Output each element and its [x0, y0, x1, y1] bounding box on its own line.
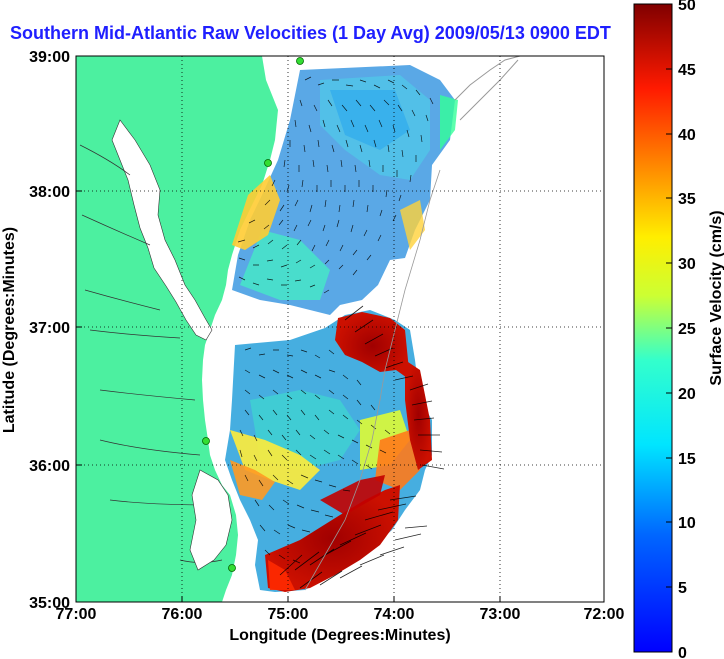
colorbar-tick-label: 0 — [678, 645, 687, 659]
x-tick-label: 76:00 — [162, 606, 203, 623]
colorbar-tick-label: 5 — [678, 580, 687, 597]
map-grid — [76, 56, 604, 602]
x-tick-label: 74:00 — [374, 606, 415, 623]
colorbar-tick-label: 15 — [678, 451, 696, 468]
colorbar-tick-label: 25 — [678, 321, 696, 338]
x-axis-label: Longitude (Degrees:Minutes) — [229, 627, 450, 644]
colorbar-tick-label: 45 — [678, 62, 696, 79]
colorbar-tick-label: 35 — [678, 191, 696, 208]
land-mainland — [76, 56, 278, 602]
x-tick-label: 73:00 — [480, 606, 521, 623]
station-markers — [202, 57, 304, 572]
coast-contour — [454, 56, 521, 121]
chart-title: Southern Mid-Atlantic Raw Velocities (1 … — [10, 23, 611, 43]
station-marker — [264, 159, 272, 167]
y-tick-labels: 39:00 38:00 37:00 36:00 35:00 — [29, 49, 70, 612]
colorbar-tick-labels: 50 45 40 35 30 25 20 15 10 5 0 — [678, 0, 696, 659]
y-tick-label: 35:00 — [29, 595, 70, 612]
colorbar-tick-marks — [666, 3, 672, 588]
colorbar-tick-label: 50 — [678, 0, 696, 14]
y-tick-label: 38:00 — [29, 184, 70, 201]
x-tick-label: 72:00 — [584, 606, 625, 623]
colorbar — [633, 3, 673, 653]
shelf-contour — [304, 169, 441, 591]
pamlico-sound — [189, 469, 233, 571]
y-axis-label: Latitude (Degrees:Minutes) — [1, 227, 18, 433]
colorbar-tick-label: 40 — [678, 127, 696, 144]
plot-frame — [75, 55, 605, 603]
colorbar-tick-label: 30 — [678, 256, 696, 273]
x-tick-label: 75:00 — [268, 606, 309, 623]
chesapeake-bay — [111, 119, 213, 341]
colorbar-tick-label: 10 — [678, 515, 696, 532]
estuary-lines — [79, 144, 223, 563]
x-tick-label: 77:00 — [56, 606, 97, 623]
map-plot — [76, 56, 604, 602]
x-tick-labels: 77:00 76:00 75:00 74:00 73:00 72:00 — [56, 606, 625, 623]
station-marker — [228, 564, 236, 572]
colorbar-label: Surface Velocity (cm/s) — [708, 210, 724, 385]
station-marker — [202, 437, 210, 445]
station-marker — [296, 57, 304, 65]
y-tick-label: 39:00 — [29, 49, 70, 66]
axis-tick-marks — [75, 55, 605, 603]
y-tick-label: 37:00 — [29, 320, 70, 337]
y-tick-label: 36:00 — [29, 458, 70, 475]
colorbar-tick-label: 20 — [678, 386, 696, 403]
